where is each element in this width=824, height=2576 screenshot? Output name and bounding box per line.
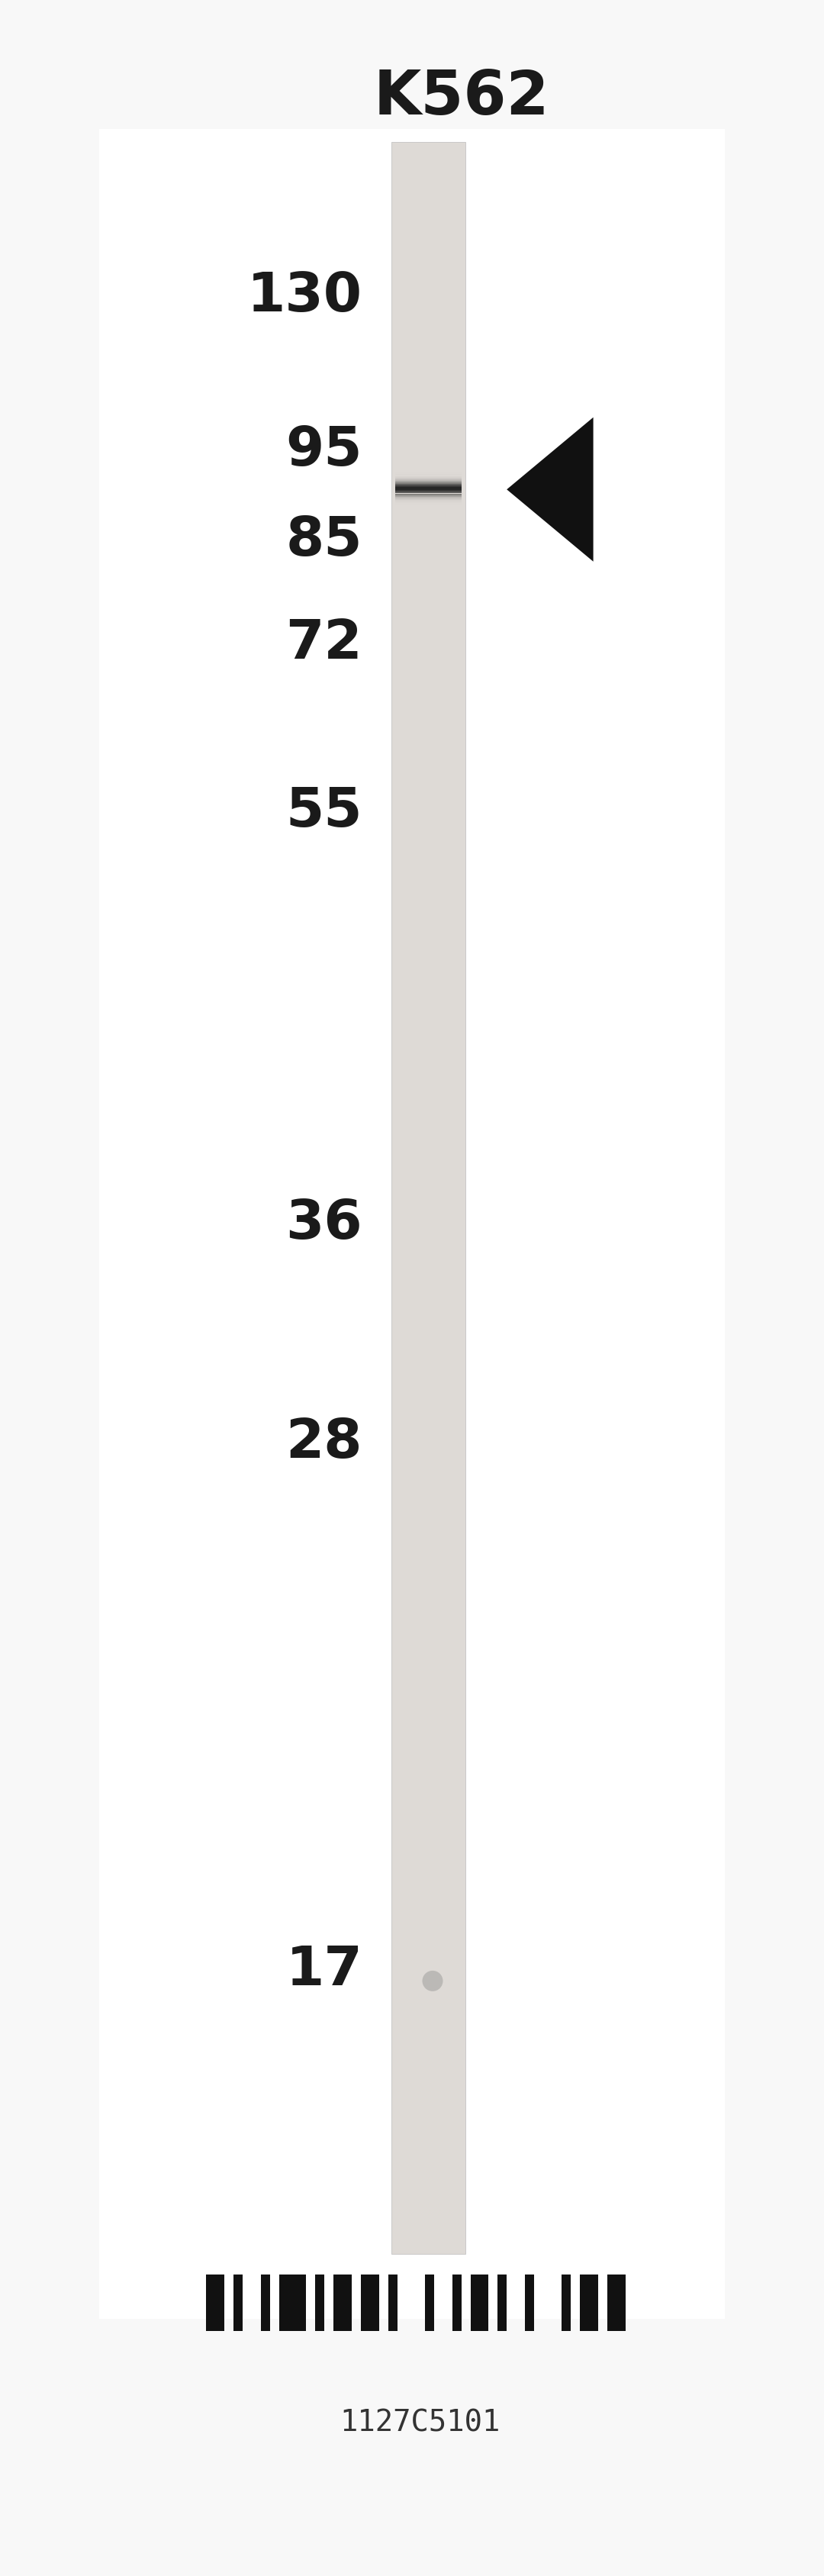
Polygon shape: [507, 417, 593, 562]
Text: 72: 72: [286, 618, 363, 670]
Text: 55: 55: [286, 786, 363, 837]
Bar: [525, 2275, 534, 2331]
Text: 130: 130: [247, 270, 363, 322]
Bar: [498, 2275, 507, 2331]
Bar: [471, 2275, 489, 2331]
Bar: [561, 2275, 571, 2331]
Bar: [233, 2275, 242, 2331]
Text: 1127C5101: 1127C5101: [340, 2409, 500, 2437]
Text: 17: 17: [286, 1945, 363, 1996]
Text: 95: 95: [286, 425, 363, 477]
Bar: [425, 2275, 434, 2331]
Bar: [452, 2275, 461, 2331]
Bar: [316, 2275, 325, 2331]
Text: 36: 36: [286, 1198, 363, 1249]
Bar: [206, 2275, 224, 2331]
Bar: [607, 2275, 625, 2331]
Text: 85: 85: [286, 515, 363, 567]
Bar: [361, 2275, 379, 2331]
Bar: [99, 129, 725, 2318]
Bar: [391, 142, 466, 2254]
Bar: [334, 2275, 352, 2331]
Ellipse shape: [423, 1971, 443, 1991]
Bar: [260, 2275, 269, 2331]
Bar: [388, 2275, 397, 2331]
Text: K562: K562: [373, 67, 550, 129]
Bar: [580, 2275, 598, 2331]
Text: 28: 28: [286, 1417, 363, 1468]
Bar: [279, 2275, 307, 2331]
